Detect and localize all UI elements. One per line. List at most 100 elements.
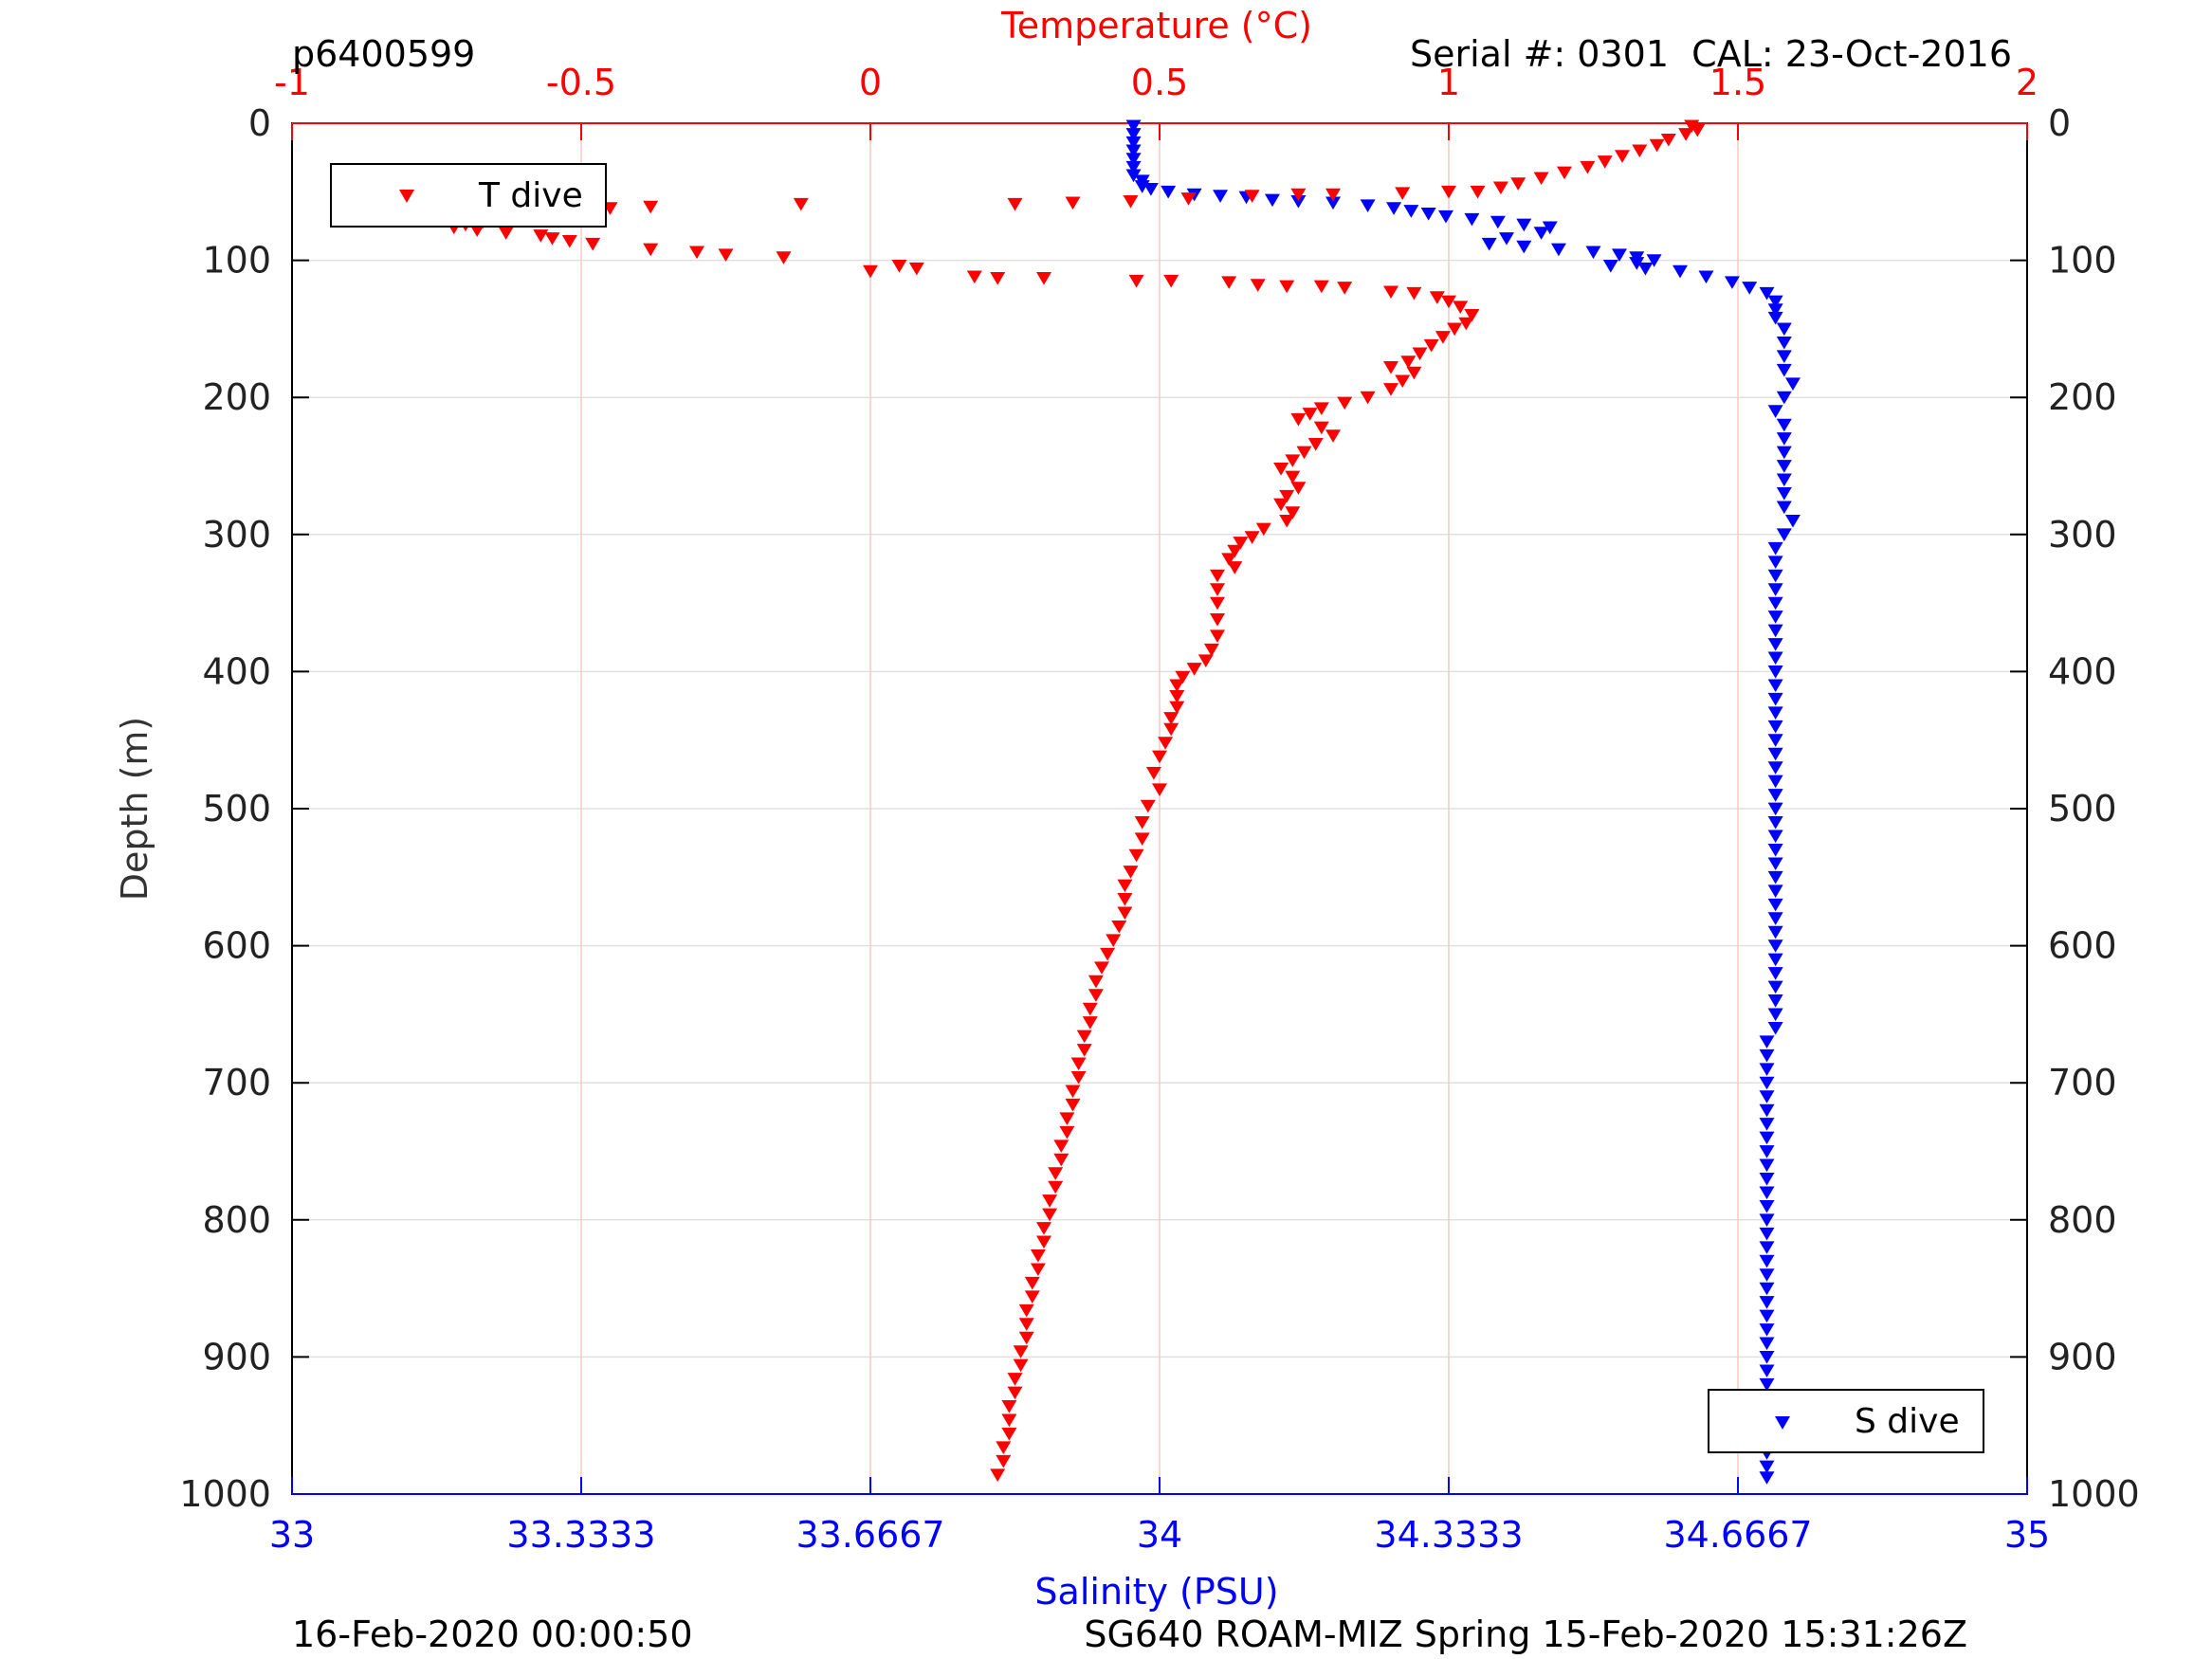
temperature-point — [1441, 185, 1456, 199]
salinity-point — [1759, 1213, 1775, 1227]
salinity-point — [1784, 377, 1801, 391]
temperature-point — [1158, 737, 1174, 750]
salinity-point — [1759, 1364, 1775, 1378]
temperature-point — [1100, 947, 1116, 961]
salinity-tick-label: 34 — [1137, 1514, 1182, 1556]
temperature-point — [1042, 1194, 1058, 1208]
temperature-point — [1076, 1044, 1092, 1057]
depth-tick-label-right: 700 — [2048, 1062, 2117, 1103]
temperature-point — [1690, 123, 1706, 137]
salinity-point — [1767, 843, 1783, 857]
temperature-tick-label: 0.5 — [1131, 62, 1188, 103]
legend-t-dive: T dive — [330, 163, 607, 228]
salinity-point — [1516, 240, 1532, 254]
salinity-point — [1759, 1227, 1775, 1241]
salinity-point — [1767, 665, 1783, 679]
temperature-point — [793, 197, 809, 211]
temperature-point — [1163, 274, 1179, 288]
temperature-point — [1169, 701, 1185, 715]
depth-tick-label-left: 0 — [248, 102, 271, 144]
temperature-point — [1018, 1318, 1034, 1331]
temperature-point — [1048, 1180, 1064, 1194]
temperature-point — [966, 270, 982, 284]
legend-s-dive-marker — [1775, 1416, 1790, 1430]
salinity-point — [1386, 202, 1402, 215]
temperature-point — [1406, 366, 1422, 380]
temperature-point — [908, 262, 924, 276]
salinity-point — [1767, 898, 1783, 912]
salinity-point — [1759, 1173, 1775, 1186]
salinity-point — [1767, 775, 1783, 789]
temperature-point — [561, 234, 577, 248]
serial-calibration: Serial #: 0301 CAL: 23-Oct-2016 — [1410, 33, 2012, 75]
temperature-point — [1383, 360, 1398, 374]
temperature-point — [1492, 181, 1508, 195]
depth-tick-label-left: 800 — [202, 1199, 271, 1241]
temperature-point — [1117, 879, 1133, 893]
salinity-point — [1776, 350, 1792, 364]
temperature-point — [1070, 1071, 1087, 1085]
temperature-point — [1088, 989, 1104, 1002]
salinity-point — [1125, 119, 1142, 134]
temperature-point — [1053, 1139, 1069, 1153]
temperature-point — [1470, 185, 1486, 199]
salinity-point — [1759, 1337, 1775, 1351]
salinity-point — [1125, 153, 1142, 166]
salinity-point — [1767, 857, 1783, 871]
temperature-point — [1412, 347, 1428, 361]
salinity-point — [1767, 583, 1783, 596]
temperature-point — [1180, 192, 1197, 206]
salinity-point — [1767, 816, 1783, 830]
salinity-point — [1776, 528, 1792, 541]
depth-tick-label-right: 1000 — [2048, 1473, 2140, 1515]
salinity-point — [1767, 624, 1783, 638]
salinity-point — [1767, 967, 1783, 980]
salinity-point — [1403, 205, 1419, 218]
depth-tick-label-right: 400 — [2048, 650, 2117, 692]
temperature-tick-label: 1 — [1437, 62, 1460, 103]
temperature-point — [1018, 1304, 1034, 1318]
temperature-point — [1313, 421, 1329, 435]
temperature-point — [1001, 1400, 1017, 1413]
depth-tick-label-left: 200 — [202, 376, 271, 418]
salinity-point — [1767, 1021, 1783, 1035]
depth-tick-label-right: 0 — [2048, 102, 2071, 144]
salinity-point — [1125, 169, 1142, 183]
salinity-point — [1767, 295, 1783, 309]
temperature-point — [1360, 391, 1376, 405]
salinity-series — [1125, 119, 1801, 1485]
salinity-point — [1759, 1377, 1775, 1392]
salinity-tick-label: 34.6667 — [1663, 1514, 1812, 1556]
salinity-point — [1767, 596, 1783, 611]
temperature-point — [1169, 690, 1185, 703]
temperature-point — [1210, 569, 1225, 583]
temperature-point — [498, 227, 514, 240]
salinity-point — [1767, 980, 1783, 994]
salinity-point — [1759, 1035, 1775, 1049]
temperature-point — [1285, 454, 1301, 467]
salinity-point — [1637, 262, 1654, 276]
temperature-point — [1123, 866, 1139, 879]
salinity-point — [1143, 183, 1159, 196]
salinity-point — [1742, 282, 1758, 295]
temperature-point — [1279, 514, 1295, 528]
temperature-point — [1065, 1098, 1081, 1112]
salinity-point — [1161, 185, 1177, 199]
temperature-point — [1453, 301, 1469, 314]
salinity-point — [1759, 1296, 1775, 1309]
salinity-point — [1585, 246, 1601, 260]
temperature-point — [1227, 544, 1243, 558]
depth-tick-label-left: 100 — [202, 240, 271, 282]
temperature-point — [1134, 832, 1150, 847]
temperature-point — [1210, 613, 1225, 627]
salinity-point — [1629, 257, 1645, 270]
temperature-point — [1197, 654, 1214, 668]
temperature-point — [1134, 816, 1150, 830]
salinity-point — [1767, 303, 1783, 317]
temperature-point — [1059, 1112, 1075, 1125]
temperature-point — [1024, 1290, 1040, 1304]
salinity-point — [1767, 830, 1783, 844]
temperature-point — [1395, 187, 1411, 200]
temperature-point — [1447, 322, 1463, 337]
